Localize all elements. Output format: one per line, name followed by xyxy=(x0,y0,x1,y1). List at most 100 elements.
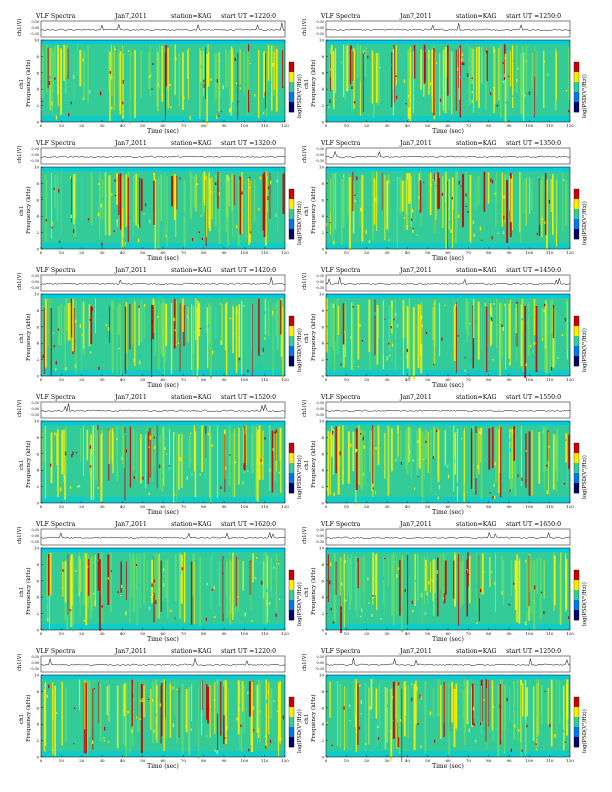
spectral-spot xyxy=(332,304,335,308)
spectral-streak xyxy=(234,556,236,615)
x-tick-label: 10 xyxy=(59,250,65,255)
spectral-streak xyxy=(91,687,93,728)
x-tick-label: 110 xyxy=(261,504,269,509)
x-tick-label: 40 xyxy=(405,758,411,763)
spectral-spot xyxy=(406,348,408,353)
spectral-streak xyxy=(164,559,167,599)
spectral-spot xyxy=(267,690,269,695)
panel-start-time: start UT =1520:0 xyxy=(221,394,276,401)
spectral-streak xyxy=(64,305,66,372)
spectral-streak xyxy=(514,428,517,496)
spectral-streak xyxy=(525,433,527,488)
spectral-spot xyxy=(397,324,399,328)
spectral-spot xyxy=(516,78,518,82)
spectral-streak xyxy=(408,307,411,380)
spectral-spot xyxy=(434,739,436,743)
spectral-streak xyxy=(546,179,548,251)
spectral-streak xyxy=(265,552,267,625)
spectral-spot xyxy=(461,58,463,62)
panel-station: station=KAG xyxy=(171,394,212,401)
spectral-streak xyxy=(166,688,168,740)
spectral-streak xyxy=(179,303,181,372)
spectral-spot xyxy=(139,718,141,721)
spectral-spot xyxy=(503,77,506,80)
spectral-spot xyxy=(363,50,365,54)
spectral-streak xyxy=(201,680,202,736)
colorbar-segment xyxy=(289,717,294,728)
spectral-streak xyxy=(404,180,405,232)
colorbar-frame xyxy=(288,61,295,113)
spectral-spot xyxy=(207,432,209,436)
spectral-spot xyxy=(427,192,429,194)
spectral-streak xyxy=(54,46,56,78)
spectral-spot xyxy=(114,179,116,182)
spectral-streak xyxy=(419,180,422,213)
spectral-spot xyxy=(181,567,183,571)
spectral-streak xyxy=(218,561,220,607)
waveform-tick-label: -0.30 xyxy=(315,413,324,417)
spectral-streak xyxy=(513,680,515,740)
spectral-streak xyxy=(58,305,60,346)
spectral-streak xyxy=(448,50,450,110)
waveform-tick-label: -0.30 xyxy=(30,286,39,290)
spectral-streak xyxy=(538,680,539,736)
spectral-streak xyxy=(342,425,344,485)
y-axis-channel-label: ch1 xyxy=(19,206,25,216)
x-tick-label: 40 xyxy=(120,123,126,128)
spectral-streak xyxy=(54,174,56,208)
spectral-streak xyxy=(407,684,409,739)
y-tick-label: 6 xyxy=(36,70,39,75)
spectral-streak xyxy=(375,53,378,103)
y-axis-channel-label: ch1 xyxy=(19,714,25,724)
y-tick-label: 2 xyxy=(36,103,39,108)
spectral-streak xyxy=(558,680,561,725)
panel-title: VLF Spectra xyxy=(35,648,76,655)
spectral-streak xyxy=(99,559,101,631)
colorbar-segment xyxy=(289,737,294,748)
y-tick-label: 10 xyxy=(319,38,325,43)
spectral-streak xyxy=(342,303,345,345)
panel-station: station=KAG xyxy=(171,13,212,20)
spectral-spot xyxy=(148,606,151,610)
y-tick-label: 4 xyxy=(36,595,39,600)
colorbar-frame xyxy=(573,569,580,621)
panel-title: VLF Spectra xyxy=(320,394,361,401)
spectral-spot xyxy=(534,341,536,345)
spectral-spot xyxy=(73,75,75,79)
spectral-streak xyxy=(460,561,462,608)
spectral-streak xyxy=(138,682,140,733)
spectral-spot xyxy=(390,326,392,329)
spectral-spot xyxy=(235,432,237,434)
x-tick-label: 0 xyxy=(40,758,43,763)
spectral-streak xyxy=(510,429,513,493)
waveform-trace xyxy=(325,23,570,31)
spectral-spot xyxy=(164,447,166,450)
spectral-spot xyxy=(546,464,548,467)
waveform-tick-label: -0.30 xyxy=(315,159,324,163)
spectral-spot xyxy=(344,560,346,564)
spectral-spot xyxy=(236,717,238,721)
spectral-spot xyxy=(82,58,84,62)
spectral-streak xyxy=(408,426,410,463)
spectral-spot xyxy=(254,94,256,97)
spectral-spot xyxy=(209,705,211,707)
spectral-spot xyxy=(369,706,371,711)
x-tick-label: 40 xyxy=(405,631,411,636)
spectral-spot xyxy=(333,492,335,497)
spectral-streak xyxy=(352,180,355,234)
waveform-trace xyxy=(325,531,571,539)
spectral-streak xyxy=(269,173,271,219)
spectral-spot xyxy=(387,704,389,707)
spectrogram-bottom-band xyxy=(326,497,570,503)
spectral-spot xyxy=(170,106,172,109)
spectral-streak xyxy=(121,426,124,465)
spectral-streak xyxy=(430,561,431,593)
spectral-streak xyxy=(118,49,121,110)
spectral-streak xyxy=(126,561,127,600)
spectral-spot xyxy=(359,324,361,328)
spectral-spot xyxy=(53,345,55,348)
spectral-streak xyxy=(160,683,163,736)
spectral-spot xyxy=(563,179,565,181)
spectral-streak xyxy=(156,425,158,489)
x-tick-label: 50 xyxy=(140,377,146,382)
